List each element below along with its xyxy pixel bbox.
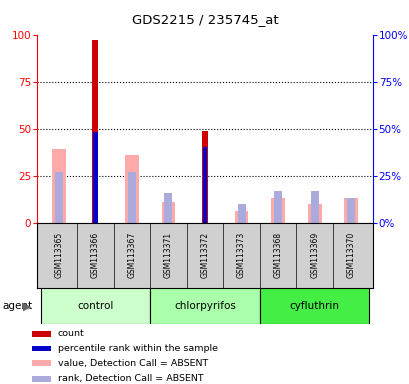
Bar xyxy=(202,131,207,223)
Text: count: count xyxy=(58,329,85,338)
Bar xyxy=(40,288,150,324)
Bar xyxy=(150,288,259,324)
Bar xyxy=(52,149,65,223)
Text: ▶: ▶ xyxy=(22,301,31,311)
Bar xyxy=(93,132,97,223)
Text: GSM113373: GSM113373 xyxy=(236,232,245,278)
Text: GSM113366: GSM113366 xyxy=(91,232,100,278)
Bar xyxy=(202,147,207,223)
Bar xyxy=(125,155,139,223)
Text: rank, Detection Call = ABSENT: rank, Detection Call = ABSENT xyxy=(58,374,203,383)
Bar xyxy=(307,204,321,223)
Bar xyxy=(128,172,136,223)
Text: percentile rank within the sample: percentile rank within the sample xyxy=(58,344,218,353)
Bar xyxy=(310,191,318,223)
Bar xyxy=(32,376,51,382)
Text: control: control xyxy=(77,301,113,311)
Bar xyxy=(32,331,51,336)
Text: GSM113367: GSM113367 xyxy=(127,232,136,278)
Text: agent: agent xyxy=(2,301,32,311)
Bar xyxy=(32,346,51,351)
Bar xyxy=(270,198,284,223)
Bar xyxy=(273,191,281,223)
Bar xyxy=(92,40,98,223)
Text: GSM113370: GSM113370 xyxy=(346,232,355,278)
Text: GSM113371: GSM113371 xyxy=(164,232,173,278)
Text: GSM113369: GSM113369 xyxy=(309,232,318,278)
Bar xyxy=(344,198,357,223)
Bar xyxy=(32,361,51,366)
Bar xyxy=(161,202,175,223)
Text: value, Detection Call = ABSENT: value, Detection Call = ABSENT xyxy=(58,359,208,368)
Text: GSM113372: GSM113372 xyxy=(200,232,209,278)
Bar xyxy=(259,288,369,324)
Text: GSM113365: GSM113365 xyxy=(54,232,63,278)
Text: cyfluthrin: cyfluthrin xyxy=(289,301,339,311)
Bar xyxy=(164,193,172,223)
Text: GDS2215 / 235745_at: GDS2215 / 235745_at xyxy=(131,13,278,26)
Bar xyxy=(346,198,354,223)
Bar xyxy=(237,204,245,223)
Bar xyxy=(234,212,248,223)
Text: GSM113368: GSM113368 xyxy=(273,232,282,278)
Bar xyxy=(55,172,63,223)
Text: chlorpyrifos: chlorpyrifos xyxy=(174,301,235,311)
